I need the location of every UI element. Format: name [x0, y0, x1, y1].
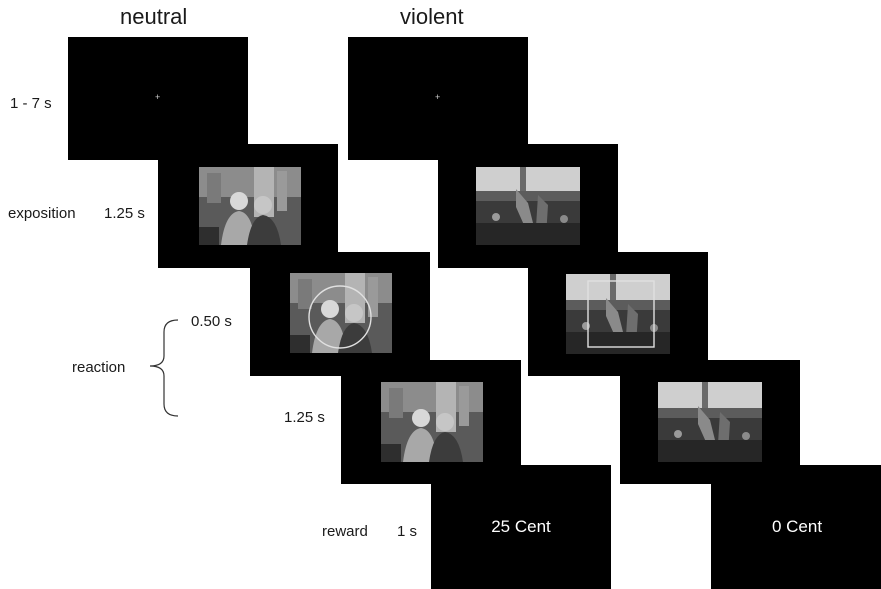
- violent-photo: [566, 274, 670, 354]
- neutral-photo: [199, 167, 301, 245]
- neutral-reward-screen: 25 Cent: [431, 465, 611, 589]
- square-highlight: [587, 280, 655, 348]
- reaction-label: reaction: [72, 359, 126, 376]
- column-header-violent: violent: [400, 4, 464, 29]
- violent-reward-screen: 0 Cent: [711, 465, 881, 589]
- violent-photo: [476, 167, 580, 245]
- column-header-neutral: neutral: [120, 4, 188, 29]
- violent-fixation-screen: +: [348, 37, 528, 160]
- violent-reaction-screen: [528, 252, 708, 376]
- exposition-time-label: 1.25 s: [104, 205, 145, 222]
- neutral-fixation-screen: +: [68, 37, 248, 160]
- violent-post-reaction-screen: [620, 360, 800, 484]
- reaction-time-1-label: 0.50 s: [191, 313, 232, 330]
- reward-time-label: 1 s: [397, 523, 418, 540]
- neutral-photo: [381, 382, 483, 462]
- violent-photo: [658, 382, 762, 462]
- neutral-reward-text: 25 Cent: [491, 517, 551, 536]
- neutral-exposition-screen: [158, 144, 338, 268]
- circle-highlight: [308, 285, 372, 349]
- reward-label: reward: [322, 523, 368, 540]
- reaction-time-2-label: 1.25 s: [284, 409, 325, 426]
- violent-reward-text: 0 Cent: [771, 517, 823, 536]
- neutral-reaction-screen: [250, 252, 430, 376]
- fixation-cross: +: [435, 92, 441, 102]
- neutral-post-reaction-screen: [341, 360, 521, 484]
- reaction-brace: [149, 319, 179, 417]
- exposition-label: exposition: [8, 205, 76, 222]
- neutral-photo: [290, 273, 392, 353]
- fixation-time-label: 1 - 7 s: [10, 95, 52, 112]
- fixation-cross: +: [155, 92, 161, 102]
- violent-exposition-screen: [438, 144, 618, 268]
